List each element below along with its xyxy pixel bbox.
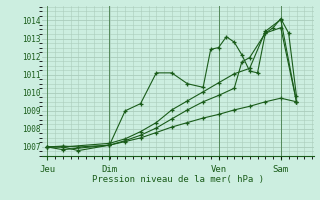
X-axis label: Pression niveau de la mer( hPa ): Pression niveau de la mer( hPa ) [92, 175, 264, 184]
